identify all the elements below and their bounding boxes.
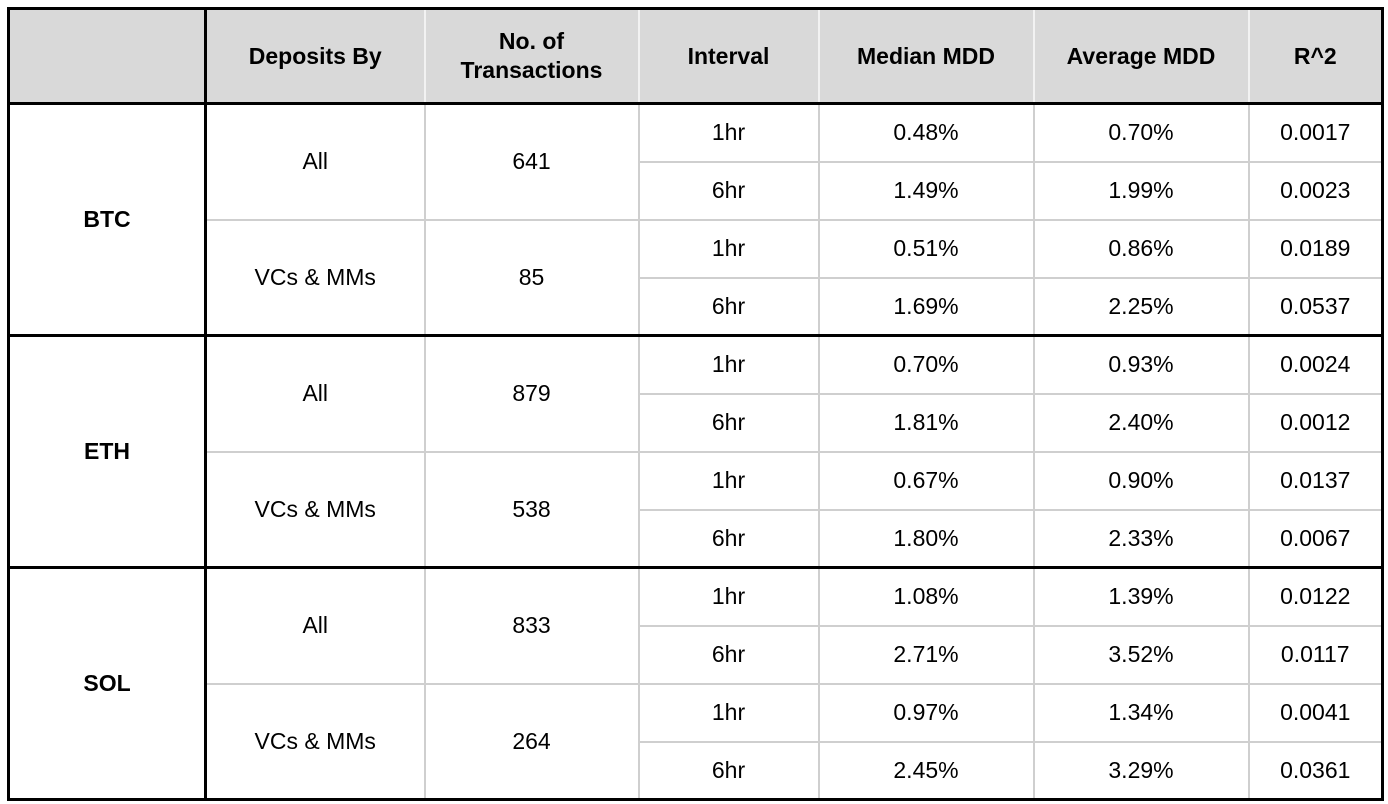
header-r2: R^2 [1247,7,1384,105]
deposits-by-cell: All [204,566,426,685]
median-mdd-cell: 0.51% [817,218,1035,279]
r2-cell: 0.0041 [1247,682,1384,743]
transactions-cell: 879 [423,334,640,453]
average-mdd-cell: 1.34% [1032,682,1250,743]
table-row: 6hr 1.49% 1.99% 0.0023 [9,160,1384,221]
interval-cell: 6hr [637,508,820,569]
average-mdd-cell: 2.33% [1032,508,1250,569]
average-mdd-cell: 0.70% [1032,102,1250,163]
asset-cell-btc: BTC [7,102,207,337]
deposits-by-cell: VCs & MMs [204,450,426,569]
average-mdd-cell: 2.40% [1032,392,1250,453]
table-row: 6hr 2.45% 3.29% 0.0361 [9,740,1384,801]
r2-cell: 0.0067 [1247,508,1384,569]
average-mdd-cell: 3.52% [1032,624,1250,685]
deposits-by-cell: All [204,102,426,221]
r2-cell: 0.0012 [1247,392,1384,453]
header-average-mdd: Average MDD [1032,7,1250,105]
median-mdd-cell: 1.81% [817,392,1035,453]
interval-cell: 1hr [637,566,820,627]
interval-cell: 1hr [637,334,820,395]
median-mdd-cell: 0.97% [817,682,1035,743]
transactions-cell: 85 [423,218,640,337]
interval-cell: 1hr [637,682,820,743]
interval-cell: 6hr [637,160,820,221]
interval-cell: 6hr [637,276,820,337]
deposits-by-cell: VCs & MMs [204,218,426,337]
average-mdd-cell: 3.29% [1032,740,1250,801]
median-mdd-cell: 2.45% [817,740,1035,801]
r2-cell: 0.0537 [1247,276,1384,337]
asset-cell-eth: ETH [7,334,207,569]
r2-cell: 0.0122 [1247,566,1384,627]
median-mdd-cell: 0.70% [817,334,1035,395]
average-mdd-cell: 0.90% [1032,450,1250,511]
table-row: VCs & MMs 85 1hr 0.51% 0.86% 0.0189 [9,218,1384,337]
interval-cell: 6hr [637,624,820,685]
transactions-cell: 264 [423,682,640,801]
asset-cell-sol: SOL [7,566,207,801]
median-mdd-cell: 1.80% [817,508,1035,569]
table-row: BTC All 641 1hr 0.48% 0.70% 0.0017 [7,102,1384,337]
table-row: VCs & MMs 264 1hr 0.97% 1.34% 0.0041 [9,682,1384,801]
median-mdd-cell: 2.71% [817,624,1035,685]
interval-cell: 6hr [637,392,820,453]
interval-cell: 1hr [637,450,820,511]
r2-cell: 0.0023 [1247,160,1384,221]
interval-cell: 6hr [637,740,820,801]
median-mdd-cell: 0.48% [817,102,1035,163]
mdd-table: Deposits By No. of Transactions Interval… [7,7,1384,801]
average-mdd-cell: 0.93% [1032,334,1250,395]
mdd-table-container: Deposits By No. of Transactions Interval… [7,7,1384,801]
table-row: SOL All 833 1hr 1.08% 1.39% 0.0122 [7,566,1384,801]
header-no-of-transactions: No. of Transactions [423,7,640,105]
r2-cell: 0.0017 [1247,102,1384,163]
header-median-mdd: Median MDD [817,7,1035,105]
average-mdd-cell: 2.25% [1032,276,1250,337]
table-row: 6hr 2.71% 3.52% 0.0117 [9,624,1384,685]
header-interval: Interval [637,7,820,105]
interval-cell: 1hr [637,102,820,163]
average-mdd-cell: 0.86% [1032,218,1250,279]
r2-cell: 0.0189 [1247,218,1384,279]
median-mdd-cell: 0.67% [817,450,1035,511]
table-row: VCs & MMs 538 1hr 0.67% 0.90% 0.0137 [9,450,1384,569]
median-mdd-cell: 1.08% [817,566,1035,627]
r2-cell: 0.0137 [1247,450,1384,511]
average-mdd-cell: 1.39% [1032,566,1250,627]
transactions-cell: 641 [423,102,640,221]
median-mdd-cell: 1.49% [817,160,1035,221]
header-deposits-by: Deposits By [204,7,426,105]
table-row: 6hr 1.80% 2.33% 0.0067 [9,508,1384,569]
header-row: Deposits By No. of Transactions Interval… [7,7,1384,105]
transactions-cell: 538 [423,450,640,569]
table-row: ETH All 879 1hr 0.70% 0.93% 0.0024 [7,334,1384,569]
r2-cell: 0.0024 [1247,334,1384,395]
deposits-by-cell: VCs & MMs [204,682,426,801]
average-mdd-cell: 1.99% [1032,160,1250,221]
interval-cell: 1hr [637,218,820,279]
r2-cell: 0.0361 [1247,740,1384,801]
table-row: 6hr 1.69% 2.25% 0.0537 [9,276,1384,337]
median-mdd-cell: 1.69% [817,276,1035,337]
transactions-cell: 833 [423,566,640,685]
header-blank [7,7,207,105]
deposits-by-cell: All [204,334,426,453]
table-row: 6hr 1.81% 2.40% 0.0012 [9,392,1384,453]
r2-cell: 0.0117 [1247,624,1384,685]
